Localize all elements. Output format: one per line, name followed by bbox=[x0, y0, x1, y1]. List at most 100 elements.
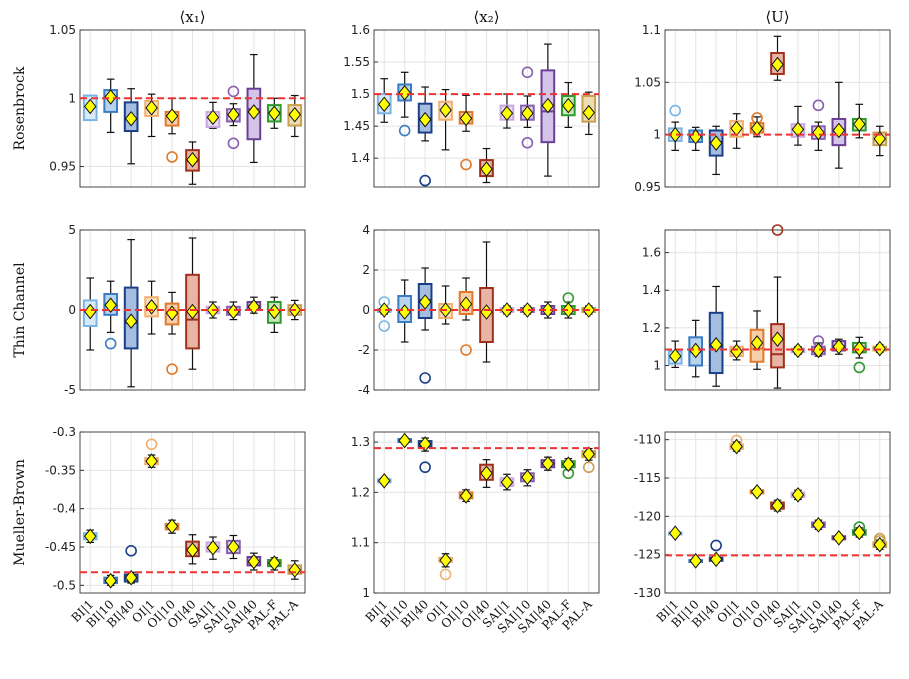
y-tick-label: 1.05 bbox=[634, 75, 661, 89]
mean-marker bbox=[832, 529, 846, 546]
mean-marker bbox=[562, 97, 575, 114]
row-label: Mueller-Brown bbox=[12, 459, 28, 566]
mean-marker bbox=[521, 469, 534, 486]
box-BI|40 bbox=[123, 239, 139, 388]
box-SAI|1 bbox=[499, 93, 515, 129]
panel-2-0: -0.3-0.35-0.4-0.45-0.5BI|1BI|10BI|40OI|1… bbox=[45, 425, 306, 636]
outlier-point bbox=[166, 151, 178, 163]
outlier-point bbox=[460, 344, 472, 356]
mean-marker bbox=[689, 552, 702, 569]
mean-marker bbox=[83, 528, 97, 545]
box-BI|10 bbox=[397, 279, 413, 343]
y-tick-label: 4 bbox=[362, 223, 370, 237]
y-tick-label: 5 bbox=[68, 223, 76, 237]
row-label: Thin Channel bbox=[12, 262, 28, 358]
box-BI|10 bbox=[688, 126, 704, 151]
box-SAI|40 bbox=[246, 53, 262, 164]
box-BI|10 bbox=[397, 71, 413, 137]
box-SAI|1 bbox=[499, 473, 515, 491]
box-OI|10 bbox=[458, 277, 474, 356]
mean-marker bbox=[812, 516, 825, 533]
y-tick-label: -4 bbox=[358, 383, 370, 397]
y-tick-label: 1.4 bbox=[351, 151, 370, 165]
box-BI|1 bbox=[82, 94, 98, 122]
axes-frame bbox=[79, 29, 306, 188]
box-PAL-F bbox=[266, 296, 282, 333]
y-tick-label: -0.45 bbox=[45, 540, 76, 554]
box-BI|1 bbox=[376, 78, 392, 123]
box-PAL-A bbox=[287, 94, 303, 138]
box-BI|1 bbox=[667, 340, 683, 369]
box-SAI|40 bbox=[246, 552, 262, 571]
box-BI|40 bbox=[708, 285, 724, 387]
mean-marker bbox=[247, 298, 261, 315]
box-BI|1 bbox=[82, 277, 98, 351]
mean-marker bbox=[227, 539, 240, 555]
axes-frame bbox=[664, 229, 891, 391]
mean-marker bbox=[480, 161, 493, 177]
mean-marker bbox=[521, 105, 534, 122]
box-OI|10 bbox=[164, 518, 180, 535]
box-OI|40 bbox=[185, 534, 200, 565]
box-BI|40 bbox=[708, 125, 724, 176]
row-label: Rosenbrock bbox=[12, 66, 28, 150]
box-SAI|40 bbox=[246, 296, 262, 315]
outlier-point bbox=[812, 99, 825, 112]
mean-marker bbox=[288, 562, 302, 578]
panel-1-0: 5 0 -5 bbox=[64, 223, 306, 397]
mean-marker bbox=[439, 552, 452, 569]
panel-2-2: -110-115-120-125-130BI|1BI|10BI|40OI|1OI… bbox=[634, 431, 891, 636]
box-PAL-A bbox=[287, 560, 303, 580]
y-tick-label: -130 bbox=[634, 586, 661, 600]
mean-marker bbox=[541, 97, 555, 114]
outlier-point bbox=[669, 104, 682, 117]
mean-marker bbox=[104, 89, 117, 105]
outlier-point bbox=[419, 372, 431, 384]
mean-marker bbox=[480, 465, 493, 482]
y-tick-label: -120 bbox=[634, 509, 661, 523]
outlier-point bbox=[227, 137, 240, 150]
mean-marker bbox=[124, 110, 138, 127]
y-tick-label: 1.6 bbox=[351, 23, 370, 37]
mean-marker bbox=[771, 331, 784, 347]
mean-marker bbox=[709, 135, 723, 151]
box-OI|1 bbox=[438, 285, 453, 325]
y-tick-label: 1.6 bbox=[642, 246, 661, 260]
box-PAL-F bbox=[851, 521, 867, 541]
y-tick-label: 1 bbox=[653, 359, 661, 373]
outlier-point bbox=[398, 124, 411, 137]
mean-marker bbox=[145, 453, 158, 469]
box-PAL-F bbox=[560, 81, 576, 129]
box-SAI|40 bbox=[831, 338, 847, 355]
mean-marker bbox=[186, 542, 199, 558]
mean-marker bbox=[247, 104, 261, 120]
column-title: ⟨x₂⟩ bbox=[473, 8, 499, 26]
box-OI|10 bbox=[749, 483, 765, 500]
mean-marker bbox=[500, 474, 514, 491]
box-OI|40 bbox=[185, 141, 200, 185]
box-OI|10 bbox=[164, 97, 180, 163]
mean-marker bbox=[186, 151, 199, 168]
y-tick-label: -0.35 bbox=[45, 463, 76, 477]
box-OI|10 bbox=[749, 112, 765, 138]
mean-marker bbox=[668, 348, 682, 364]
mean-marker bbox=[83, 98, 97, 115]
box-OI|1 bbox=[438, 88, 453, 151]
box-OI|40 bbox=[479, 147, 494, 184]
box-PAL-A bbox=[581, 91, 597, 136]
mean-marker bbox=[582, 446, 596, 462]
box-PAL-A bbox=[872, 532, 888, 553]
box-OI|1 bbox=[729, 340, 744, 361]
mean-marker bbox=[771, 56, 784, 73]
box-OI|1 bbox=[144, 280, 159, 335]
outlier-point bbox=[378, 320, 391, 332]
y-tick-label: 1.4 bbox=[642, 283, 661, 297]
y-tick-label: -0.4 bbox=[53, 502, 76, 516]
mean-marker bbox=[853, 524, 866, 541]
mean-marker bbox=[730, 438, 743, 455]
y-tick-label: 1 bbox=[362, 586, 370, 600]
box-OI|40 bbox=[479, 459, 494, 488]
y-tick-label: 1.55 bbox=[343, 55, 370, 69]
mean-marker bbox=[562, 302, 575, 318]
